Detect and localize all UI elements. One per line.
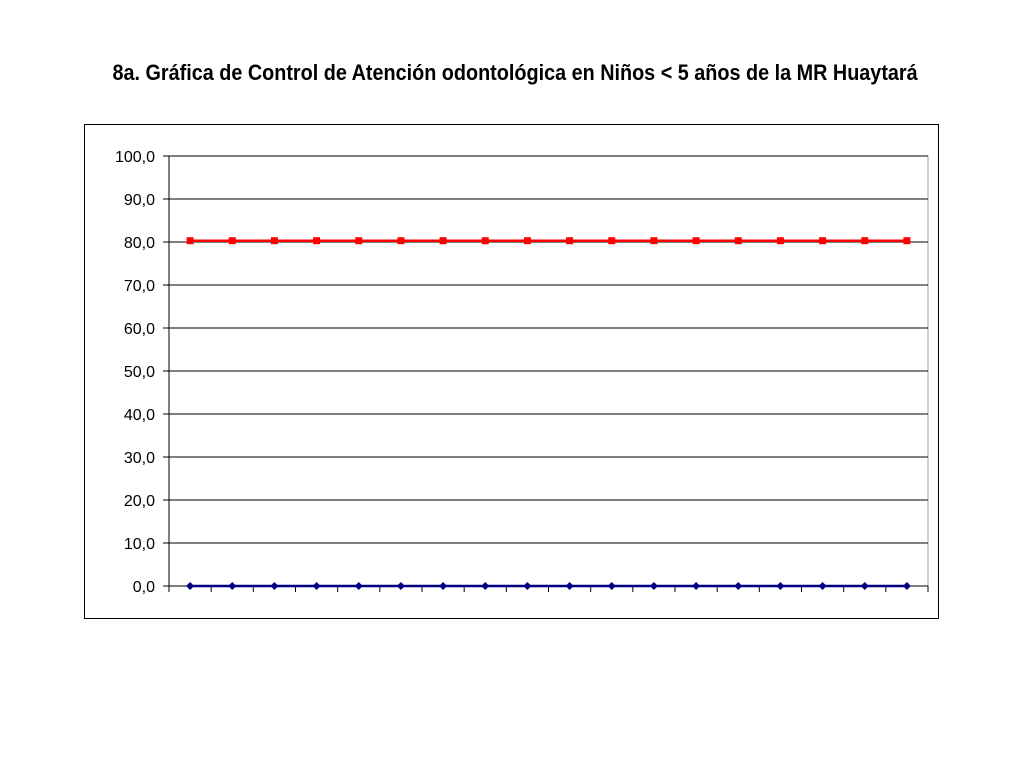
data-point: [692, 237, 700, 245]
data-point: [354, 582, 363, 590]
data-point: [861, 237, 869, 245]
y-tick-label: 100,0: [115, 149, 155, 166]
data-point: [186, 237, 194, 245]
data-point: [818, 582, 827, 590]
y-tick-label: 90,0: [124, 192, 155, 209]
line-chart: 0,0 10,0 20,0 30,0 40,0 50,0 60,0 70,0 80,0 90,0 1…: [115, 149, 929, 596]
y-tick-label: 10,0: [124, 536, 155, 553]
data-point: [607, 582, 616, 590]
y-tick-label: 40,0: [124, 407, 155, 424]
y-tick-label: 70,0: [124, 278, 155, 295]
data-point: [566, 237, 574, 245]
chart-area: 0,0 10,0 20,0 30,0 40,0 50,0 60,0 70,0 80,0 90,0 1…: [84, 124, 939, 619]
data-point: [270, 237, 278, 245]
data-point: [776, 237, 784, 245]
data-point: [650, 237, 658, 245]
y-tick-label: 80,0: [124, 235, 155, 252]
data-point: [439, 582, 448, 590]
data-point: [481, 582, 490, 590]
data-point: [734, 237, 742, 245]
data-point: [186, 582, 195, 590]
data-point: [819, 237, 827, 245]
data-point: [228, 237, 236, 245]
data-point: [439, 237, 447, 245]
data-point: [397, 237, 405, 245]
y-tick-label: 50,0: [124, 364, 155, 381]
data-point: [902, 582, 911, 590]
y-tick-label: 0,0: [133, 579, 155, 596]
data-point: [776, 582, 785, 590]
data-point: [734, 582, 743, 590]
data-point: [649, 582, 658, 590]
data-point: [228, 582, 237, 590]
data-point: [692, 582, 701, 590]
data-point: [523, 237, 531, 245]
y-tick-label: 20,0: [124, 493, 155, 510]
y-tick-label: 30,0: [124, 450, 155, 467]
data-point: [270, 582, 279, 590]
data-point: [481, 237, 489, 245]
data-point: [523, 582, 532, 590]
data-point: [355, 237, 363, 245]
data-point: [396, 582, 405, 590]
data-point: [313, 237, 321, 245]
data-point: [312, 582, 321, 590]
data-point: [608, 237, 616, 245]
data-point: [903, 237, 911, 245]
chart-title: 8a. Gráfica de Control de Atención odont…: [112, 60, 918, 85]
data-point: [860, 582, 869, 590]
data-point: [565, 582, 574, 590]
y-tick-label: 60,0: [124, 321, 155, 338]
